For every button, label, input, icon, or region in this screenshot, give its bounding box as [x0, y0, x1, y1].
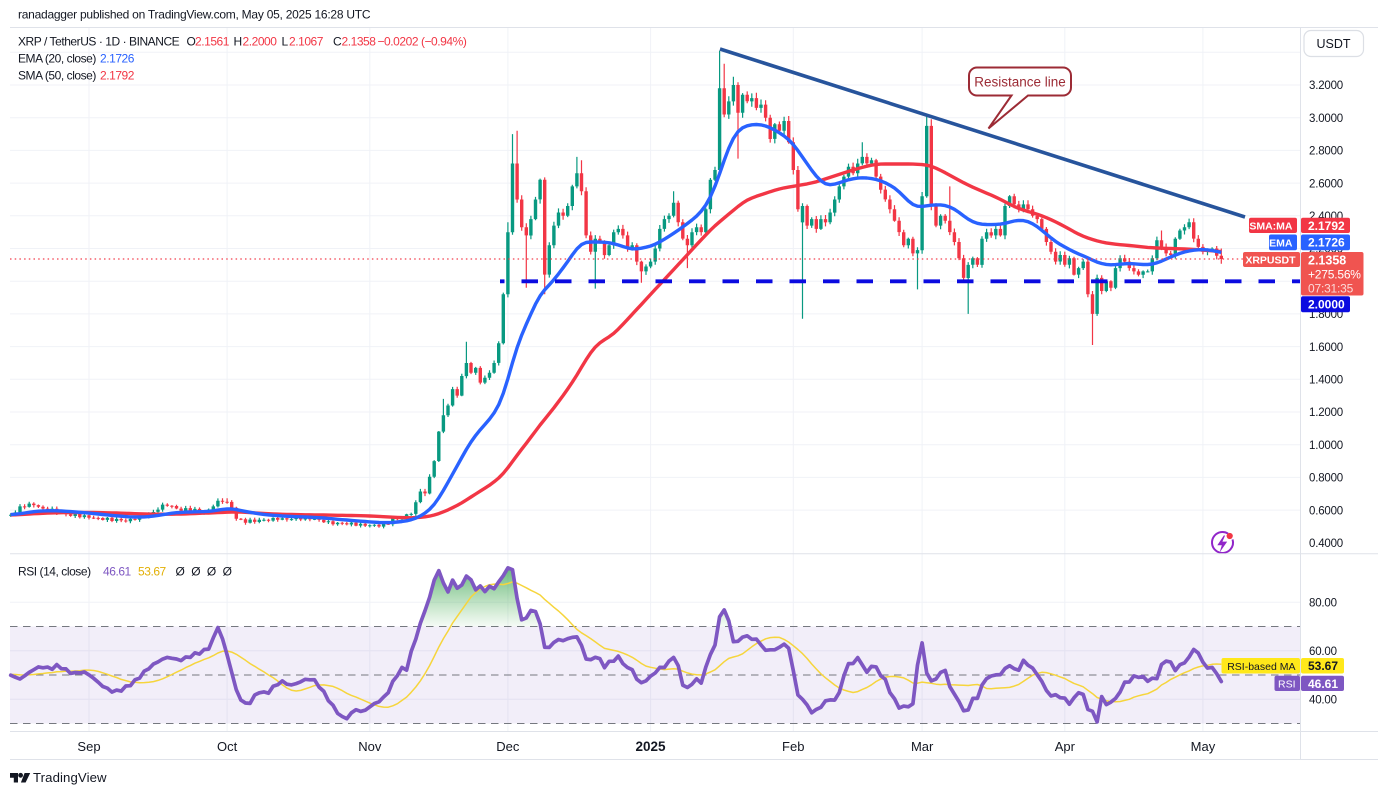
- svg-text:1.0000: 1.0000: [1309, 440, 1343, 452]
- svg-text:Apr: Apr: [1055, 739, 1076, 754]
- svg-text:SMA (50, close)2.1792: SMA (50, close) 2.1792: [18, 69, 135, 83]
- svg-text:RSI: RSI: [1278, 678, 1296, 690]
- svg-text:Feb: Feb: [782, 739, 804, 754]
- svg-text:Resistance line: Resistance line: [974, 75, 1066, 90]
- svg-text:2025: 2025: [636, 739, 667, 754]
- svg-text:USDT: USDT: [1316, 37, 1350, 51]
- svg-text:SMA:MA: SMA:MA: [1249, 220, 1293, 232]
- svg-text:Sep: Sep: [77, 739, 100, 754]
- svg-text:60.00: 60.00: [1309, 646, 1337, 658]
- svg-text:RSI-based MA: RSI-based MA: [1227, 661, 1295, 673]
- svg-text:2.0000: 2.0000: [1308, 298, 1345, 312]
- svg-text:3.2000: 3.2000: [1309, 80, 1343, 92]
- svg-text:0.6000: 0.6000: [1309, 505, 1343, 517]
- svg-text:1.6000: 1.6000: [1309, 342, 1343, 354]
- svg-text:Mar: Mar: [911, 739, 934, 754]
- svg-text:53.67: 53.67: [1308, 659, 1338, 673]
- svg-text:46.61: 46.61: [1308, 677, 1338, 691]
- svg-text:2.1792: 2.1792: [1308, 219, 1345, 233]
- svg-text:+275.56%: +275.56%: [1308, 268, 1361, 282]
- svg-text:2.8000: 2.8000: [1309, 146, 1343, 158]
- svg-text:2.1358: 2.1358: [1308, 253, 1346, 267]
- svg-text:07:31:35: 07:31:35: [1308, 282, 1354, 296]
- svg-text:XRPUSDT: XRPUSDT: [1245, 255, 1296, 267]
- svg-text:0.4000: 0.4000: [1309, 538, 1343, 550]
- svg-text:TradingView: TradingView: [33, 770, 107, 785]
- svg-text:Nov: Nov: [358, 739, 382, 754]
- svg-text:EMA: EMA: [1269, 237, 1293, 249]
- svg-text:2.6000: 2.6000: [1309, 178, 1343, 190]
- svg-text:3.0000: 3.0000: [1309, 113, 1343, 125]
- svg-text:0.8000: 0.8000: [1309, 473, 1343, 485]
- svg-text:ranadagger published on Tradin: ranadagger published on TradingView.com,…: [18, 8, 371, 22]
- svg-text:May: May: [1191, 739, 1216, 754]
- svg-text:80.00: 80.00: [1309, 598, 1337, 610]
- svg-text:Dec: Dec: [496, 739, 520, 754]
- svg-text:2.1726: 2.1726: [1308, 236, 1345, 250]
- svg-text:Oct: Oct: [217, 739, 238, 754]
- svg-text:EMA (20, close)2.1726: EMA (20, close) 2.1726: [18, 52, 135, 66]
- svg-text:40.00: 40.00: [1309, 695, 1337, 707]
- svg-text:1.2000: 1.2000: [1309, 407, 1343, 419]
- svg-text:1.4000: 1.4000: [1309, 375, 1343, 387]
